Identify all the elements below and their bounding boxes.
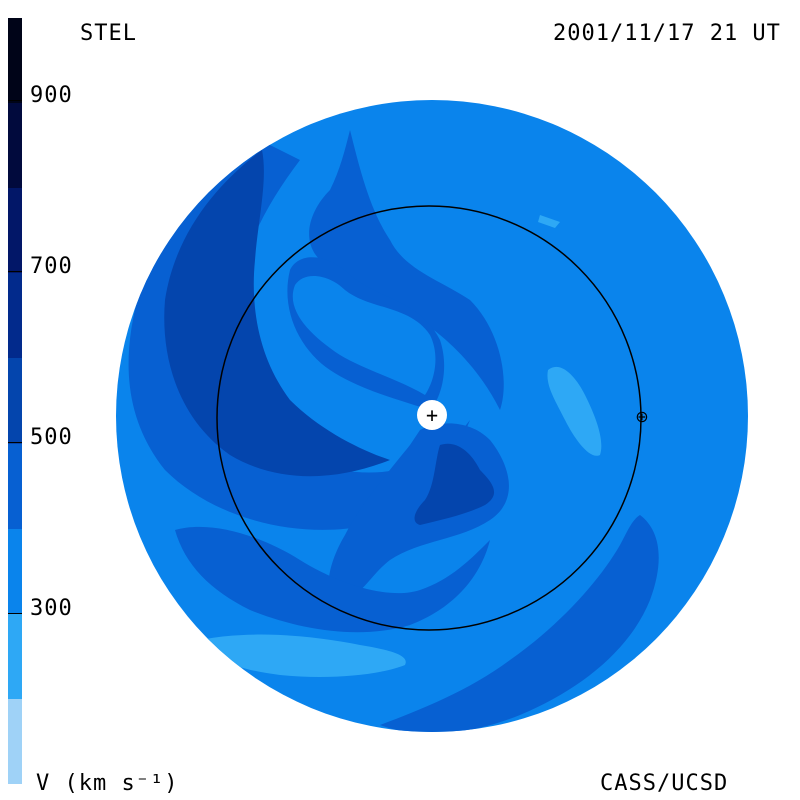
sun-glyph: + <box>426 403 438 427</box>
velocity-colorbar <box>8 18 22 784</box>
velocity-contour-band <box>414 443 495 525</box>
colorbar-tick-label-500: 500 <box>30 425 73 450</box>
colorbar-tick-label-900: 900 <box>30 83 73 108</box>
colorbar-segment <box>8 188 22 274</box>
colorbar-segment <box>8 698 22 784</box>
instrument-label: STEL <box>80 21 137 46</box>
velocity-contour-band <box>380 515 659 732</box>
colorbar-segment <box>8 528 22 614</box>
velocity-contour-band <box>164 150 390 477</box>
velocity-contour-band <box>547 366 602 456</box>
colorbar-segment <box>8 273 22 359</box>
colorbar-tick-500 <box>8 442 22 443</box>
velocity-contour-band <box>175 526 490 633</box>
velocity-unit-label: V (km s⁻¹) <box>36 771 179 796</box>
credit-label: CASS/UCSD <box>600 771 729 796</box>
velocity-contour-band <box>309 130 504 410</box>
sun-marker <box>417 400 447 430</box>
colorbar-tick-label-700: 700 <box>30 254 73 279</box>
colorbar-segment <box>8 358 22 444</box>
colorbar-tick-900 <box>8 100 22 101</box>
colorbar-tick-700 <box>8 271 22 272</box>
colorbar-tick-label-300: 300 <box>30 596 73 621</box>
velocity-contour-band <box>292 275 436 395</box>
timestamp-label: 2001/11/17 21 UT <box>553 21 781 46</box>
colorbar-tick-300 <box>8 613 22 614</box>
earth-orbit-circle <box>216 205 642 631</box>
velocity-contour-band <box>200 634 406 677</box>
colorbar-segment <box>8 443 22 529</box>
earth-marker: ⊕ <box>635 407 648 426</box>
velocity-contour-band <box>538 215 560 228</box>
colorbar-segment <box>8 613 22 699</box>
colorbar-segment <box>8 18 22 104</box>
colorbar-segment <box>8 103 22 189</box>
